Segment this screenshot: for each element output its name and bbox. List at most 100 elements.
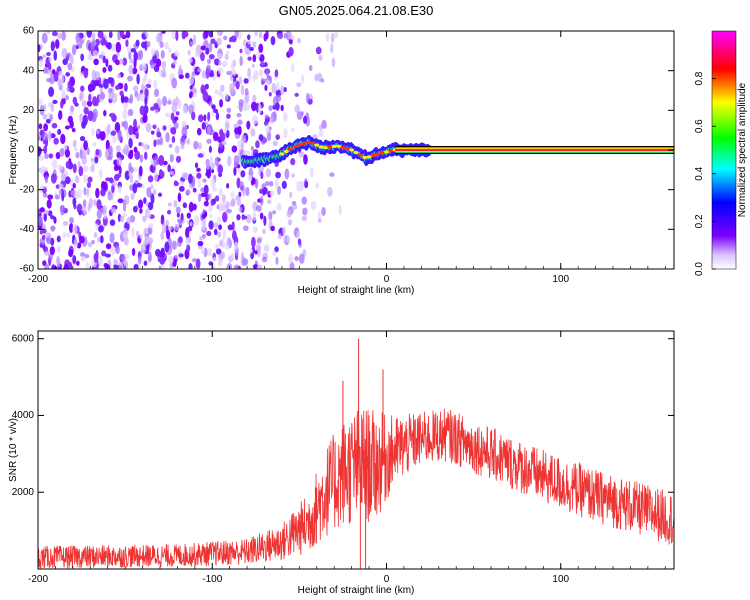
noise-blob bbox=[178, 64, 182, 75]
noise-blob bbox=[178, 236, 183, 244]
noise-blob bbox=[133, 146, 138, 153]
noise-blob bbox=[44, 153, 49, 160]
noise-blob bbox=[260, 171, 264, 180]
noise-blob bbox=[218, 188, 223, 197]
noise-blob bbox=[98, 54, 104, 59]
noise-blob bbox=[41, 32, 48, 44]
noise-blob bbox=[212, 198, 217, 205]
noise-blob bbox=[250, 251, 255, 260]
noise-blob bbox=[88, 56, 94, 61]
noise-blob bbox=[247, 67, 251, 79]
noise-blob bbox=[105, 58, 109, 68]
noise-blob bbox=[304, 180, 309, 189]
noise-blob bbox=[141, 65, 145, 71]
noise-blob bbox=[282, 112, 288, 122]
noise-blob bbox=[139, 208, 143, 214]
noise-blob bbox=[95, 148, 100, 156]
noise-blob bbox=[220, 204, 224, 211]
noise-blob bbox=[226, 183, 230, 189]
noise-blob bbox=[167, 47, 172, 54]
noise-blob bbox=[131, 247, 136, 256]
noise-blob bbox=[58, 110, 63, 120]
noise-blob bbox=[251, 114, 258, 125]
noise-blob bbox=[140, 243, 147, 254]
noise-blob bbox=[243, 78, 249, 84]
noise-blob bbox=[38, 123, 43, 130]
noise-blob bbox=[107, 194, 114, 201]
noise-blob bbox=[91, 127, 95, 137]
noise-blob bbox=[182, 105, 188, 115]
noise-blob bbox=[158, 154, 165, 166]
noise-blob bbox=[289, 191, 293, 199]
noise-blob bbox=[255, 178, 259, 190]
noise-blob bbox=[128, 51, 132, 60]
noise-blob bbox=[321, 206, 326, 216]
noise-blob bbox=[196, 167, 201, 172]
noise-blob bbox=[271, 82, 277, 94]
noise-blob bbox=[142, 31, 147, 35]
noise-blob bbox=[245, 186, 250, 197]
noise-blob bbox=[154, 109, 159, 114]
noise-blob bbox=[155, 139, 161, 145]
noise-blob bbox=[292, 204, 298, 210]
noise-blob bbox=[265, 31, 269, 40]
trace-peak bbox=[362, 155, 368, 160]
noise-blob bbox=[138, 165, 143, 177]
noise-blob bbox=[94, 71, 101, 81]
noise-blob bbox=[120, 93, 125, 104]
noise-blob bbox=[48, 86, 55, 98]
noise-blob bbox=[41, 234, 46, 241]
noise-blob bbox=[105, 243, 112, 250]
noise-blob bbox=[69, 105, 75, 117]
noise-blob bbox=[42, 54, 46, 59]
noise-blob bbox=[50, 237, 55, 246]
noise-blob bbox=[191, 180, 196, 187]
noise-blob bbox=[193, 140, 199, 150]
noise-blob bbox=[110, 130, 117, 136]
noise-blob bbox=[167, 202, 173, 207]
noise-blob bbox=[252, 54, 257, 63]
noise-blob bbox=[203, 212, 208, 218]
noise-blob bbox=[74, 190, 79, 200]
noise-blob bbox=[264, 84, 268, 92]
noise-blob bbox=[242, 258, 249, 266]
noise-blob bbox=[93, 232, 98, 239]
noise-blob bbox=[251, 236, 256, 248]
noise-blob bbox=[154, 88, 160, 98]
noise-blob bbox=[80, 85, 85, 92]
noise-blob bbox=[168, 143, 173, 148]
noise-blob bbox=[185, 72, 190, 79]
noise-blob bbox=[108, 31, 113, 39]
noise-blob bbox=[207, 248, 213, 257]
noise-blob bbox=[252, 264, 258, 269]
noise-blob bbox=[146, 186, 152, 198]
noise-blob bbox=[109, 219, 116, 226]
trace-peak bbox=[323, 146, 329, 150]
noise-blob bbox=[132, 67, 138, 75]
noise-blob bbox=[286, 235, 291, 244]
noise-blob bbox=[67, 115, 73, 123]
noise-blob bbox=[222, 229, 227, 240]
noise-blob bbox=[269, 115, 274, 124]
noise-blob bbox=[65, 72, 71, 77]
noise-blob bbox=[236, 195, 241, 207]
noise-blob bbox=[212, 256, 217, 262]
noise-blob bbox=[144, 88, 149, 98]
noise-blob bbox=[250, 145, 255, 151]
noise-blob bbox=[48, 57, 52, 62]
noise-blob bbox=[294, 104, 300, 114]
noise-blob bbox=[268, 105, 273, 112]
noise-blob bbox=[47, 194, 54, 200]
noise-blob bbox=[171, 135, 176, 144]
noise-blob bbox=[294, 92, 299, 97]
noise-blob bbox=[251, 63, 255, 68]
noise-blob bbox=[180, 144, 185, 150]
noise-blob bbox=[265, 168, 272, 178]
x-tick-label: -200 bbox=[28, 574, 48, 585]
trace-peak bbox=[331, 144, 337, 149]
noise-blob bbox=[216, 53, 223, 59]
noise-blob bbox=[187, 49, 191, 56]
noise-blob bbox=[139, 105, 145, 116]
noise-blob bbox=[270, 36, 276, 46]
noise-blob bbox=[146, 210, 151, 220]
